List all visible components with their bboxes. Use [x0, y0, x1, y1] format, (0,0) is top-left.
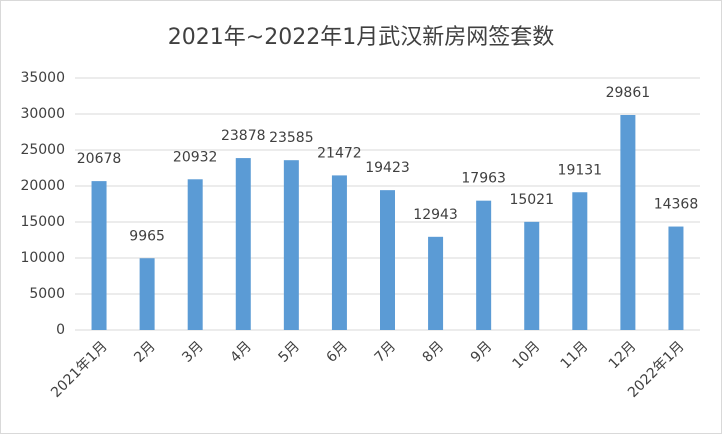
bar: [380, 190, 395, 330]
bar: [668, 226, 684, 330]
data-label: 23585: [269, 130, 314, 146]
bar: [428, 236, 444, 330]
data-label: 20932: [173, 149, 218, 165]
bar: [187, 179, 203, 330]
y-tick-label: 35000: [20, 70, 65, 86]
data-label: 17963: [461, 171, 506, 187]
bar: [331, 175, 347, 330]
y-tick-label: 30000: [20, 106, 65, 122]
bar: [283, 160, 299, 330]
data-label: 9965: [129, 228, 165, 244]
data-label: 19131: [558, 162, 603, 178]
bar: [235, 158, 251, 330]
data-label: 19423: [365, 160, 410, 176]
y-tick-label: 20000: [20, 178, 65, 194]
y-tick-label: 10000: [20, 250, 65, 266]
bar: [572, 192, 588, 330]
data-label: 23878: [221, 128, 266, 144]
data-label: 14368: [654, 197, 699, 213]
data-label: 21472: [317, 145, 362, 161]
data-label: 15021: [509, 192, 554, 208]
y-tick-label: 5000: [29, 286, 65, 302]
bar: [620, 115, 636, 331]
chart-title: 2021年~2022年1月武汉新房网签套数: [168, 25, 554, 50]
data-label: 12943: [413, 207, 458, 223]
bar: [139, 258, 155, 330]
bar: [476, 200, 492, 330]
y-tick-label: 25000: [20, 142, 65, 158]
data-label: 20678: [77, 151, 122, 167]
bar: [524, 221, 540, 330]
bar: [91, 181, 107, 330]
y-tick-label: 15000: [20, 214, 65, 230]
data-label: 29861: [606, 85, 651, 101]
y-tick-label: 0: [56, 322, 65, 338]
